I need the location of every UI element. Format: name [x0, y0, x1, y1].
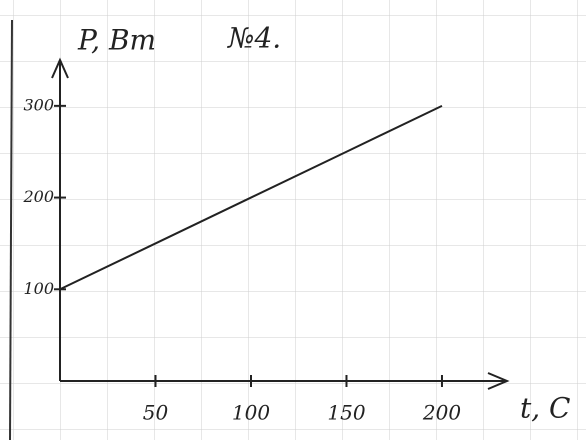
- x-tick-label: 150: [327, 401, 365, 425]
- x-tick-label: 100: [232, 401, 270, 425]
- y-axis-label: P, Вт: [77, 24, 156, 57]
- chart-title: №4.: [227, 22, 281, 55]
- y-tick-label: 300: [23, 95, 54, 114]
- x-tick-label: 200: [422, 401, 461, 425]
- chart: №4. P, Вт t, C 50 100 150 200 100 200 300: [0, 0, 586, 440]
- graph-paper: [0, 0, 586, 440]
- page: №4. P, Вт t, C 50100150200100200300 (() …: [0, 0, 586, 440]
- y-tick-label: 200: [22, 187, 54, 206]
- x-axis-label: t, C: [520, 392, 570, 425]
- y-tick-label: 100: [23, 279, 54, 298]
- x-tick-label: 50: [143, 401, 169, 425]
